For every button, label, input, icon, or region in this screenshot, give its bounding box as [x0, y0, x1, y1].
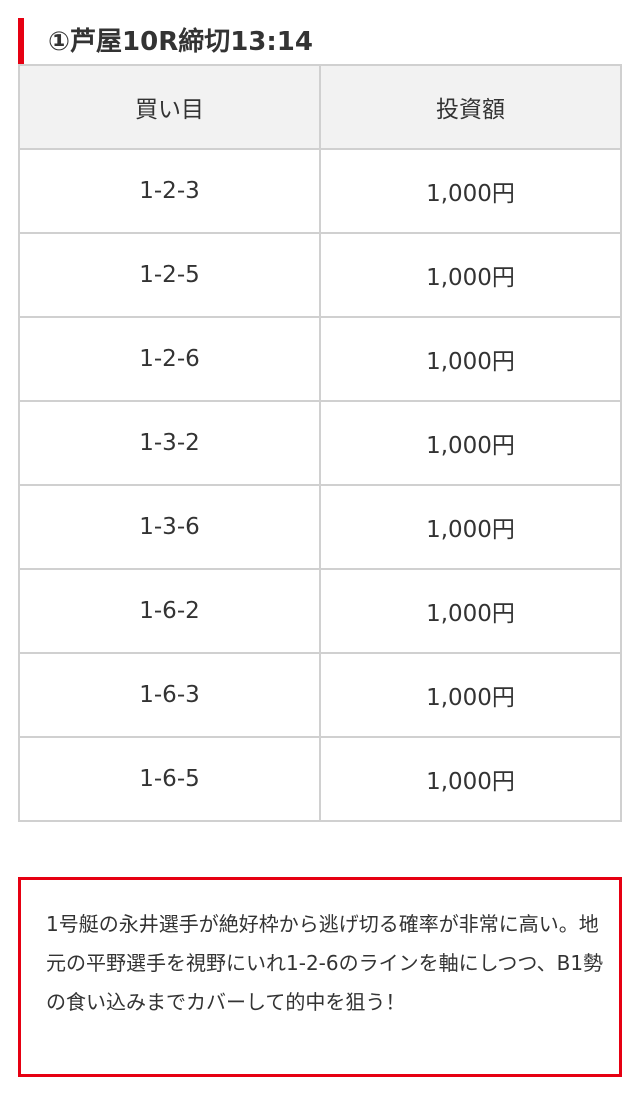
table-row: 1-6-2 1,000円 [18, 568, 622, 654]
bet-amount: 1,000円 [319, 232, 622, 318]
heading-accent-bar [18, 18, 24, 64]
bet-combination: 1-6-5 [18, 736, 321, 822]
bet-combination: 1-6-2 [18, 568, 321, 654]
bet-amount: 1,000円 [319, 568, 622, 654]
table-row: 1-2-3 1,000円 [18, 148, 622, 234]
bet-combination: 1-6-3 [18, 652, 321, 738]
table-row: 1-2-6 1,000円 [18, 316, 622, 402]
header-combo: 買い目 [18, 64, 321, 150]
table-row: 1-3-2 1,000円 [18, 400, 622, 486]
bets-table: 買い目 投資額 1-2-3 1,000円 1-2-5 1,000円 1-2-6 1,000… [18, 64, 622, 822]
bet-amount: 1,000円 [319, 652, 622, 738]
bet-amount: 1,000円 [319, 316, 622, 402]
header-amount: 投資額 [319, 64, 622, 150]
table-row: 1-6-5 1,000円 [18, 736, 622, 822]
bet-combination: 1-2-3 [18, 148, 321, 234]
bet-combination: 1-3-6 [18, 484, 321, 570]
table-row: 1-6-3 1,000円 [18, 652, 622, 738]
bet-combination: 1-3-2 [18, 400, 321, 486]
race-heading: ①芦屋10R締切13:14 [18, 18, 622, 64]
table-header-row: 買い目 投資額 [18, 64, 622, 150]
bet-combination: 1-2-5 [18, 232, 321, 318]
bet-combination: 1-2-6 [18, 316, 321, 402]
bet-amount: 1,000円 [319, 484, 622, 570]
table-row: 1-2-5 1,000円 [18, 232, 622, 318]
race-title: ①芦屋10R締切13:14 [48, 27, 313, 57]
bet-amount: 1,000円 [319, 148, 622, 234]
bet-amount: 1,000円 [319, 400, 622, 486]
bet-amount: 1,000円 [319, 736, 622, 822]
prediction-note-text: 1号艇の永井選手が絶好枠から逃げ切る確率が非常に高い。地元の平野選手を視野にいれ… [46, 912, 604, 1014]
table-row: 1-3-6 1,000円 [18, 484, 622, 570]
prediction-note: 1号艇の永井選手が絶好枠から逃げ切る確率が非常に高い。地元の平野選手を視野にいれ… [18, 877, 622, 1077]
